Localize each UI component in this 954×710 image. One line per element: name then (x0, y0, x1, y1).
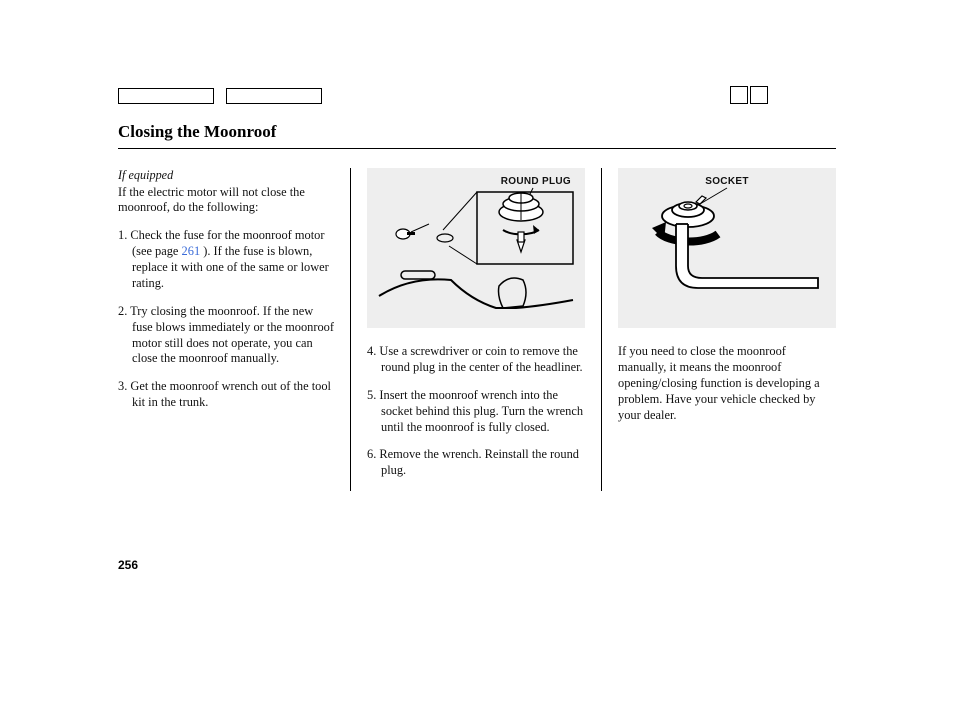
step-3: 3. Get the moonroof wrench out of the to… (118, 379, 336, 411)
step-number: 6. (367, 447, 379, 461)
step-number: 3. (118, 379, 130, 393)
figure-round-plug: ROUND PLUG (367, 168, 585, 328)
step-number: 1. (118, 228, 130, 242)
crop-mark-box (118, 88, 214, 104)
socket-illustration (618, 168, 836, 328)
step-text: Use a screwdriver or coin to remove the … (379, 344, 582, 374)
page-number: 256 (118, 558, 138, 572)
step-number: 2. (118, 304, 130, 318)
step-number: 4. (367, 344, 379, 358)
closing-paragraph: If you need to close the moonroof manual… (618, 344, 836, 423)
crop-mark-box (730, 86, 748, 104)
crop-mark-box (226, 88, 322, 104)
title-row: Closing the Moonroof (118, 122, 836, 149)
step-6: 6. Remove the wrench. Reinstall the roun… (367, 447, 585, 479)
round-plug-illustration (367, 168, 585, 328)
intro-paragraph: If the electric motor will not close the… (118, 185, 336, 217)
crop-marks-row (118, 88, 768, 108)
page-reference-link[interactable]: 261 (182, 244, 201, 258)
step-5: 5. Insert the moonroof wrench into the s… (367, 388, 585, 436)
step-text: Get the moonroof wrench out of the tool … (130, 379, 331, 409)
column-2: ROUND PLUG (350, 168, 602, 491)
column-1: If equipped If the electric motor will n… (118, 168, 350, 491)
page-title: Closing the Moonroof (118, 122, 836, 142)
steps-list-1: 1. Check the fuse for the moonroof motor… (118, 228, 336, 411)
columns: If equipped If the electric motor will n… (118, 168, 836, 491)
step-text: Remove the wrench. Reinstall the round p… (379, 447, 579, 477)
if-equipped-label: If equipped (118, 168, 336, 184)
figure-socket: SOCKET (618, 168, 836, 328)
step-2: 2. Try closing the moonroof. If the new … (118, 304, 336, 368)
crop-mark-box (750, 86, 768, 104)
step-text: Try closing the moonroof. If the new fus… (130, 304, 334, 366)
step-4: 4. Use a screwdriver or coin to remove t… (367, 344, 585, 376)
step-1: 1. Check the fuse for the moonroof motor… (118, 228, 336, 292)
page: Closing the Moonroof If equipped If the … (0, 0, 954, 710)
step-text: Insert the moonroof wrench into the sock… (379, 388, 583, 434)
steps-list-2: 4. Use a screwdriver or coin to remove t… (367, 344, 585, 479)
step-number: 5. (367, 388, 379, 402)
column-3: SOCKET (602, 168, 836, 491)
